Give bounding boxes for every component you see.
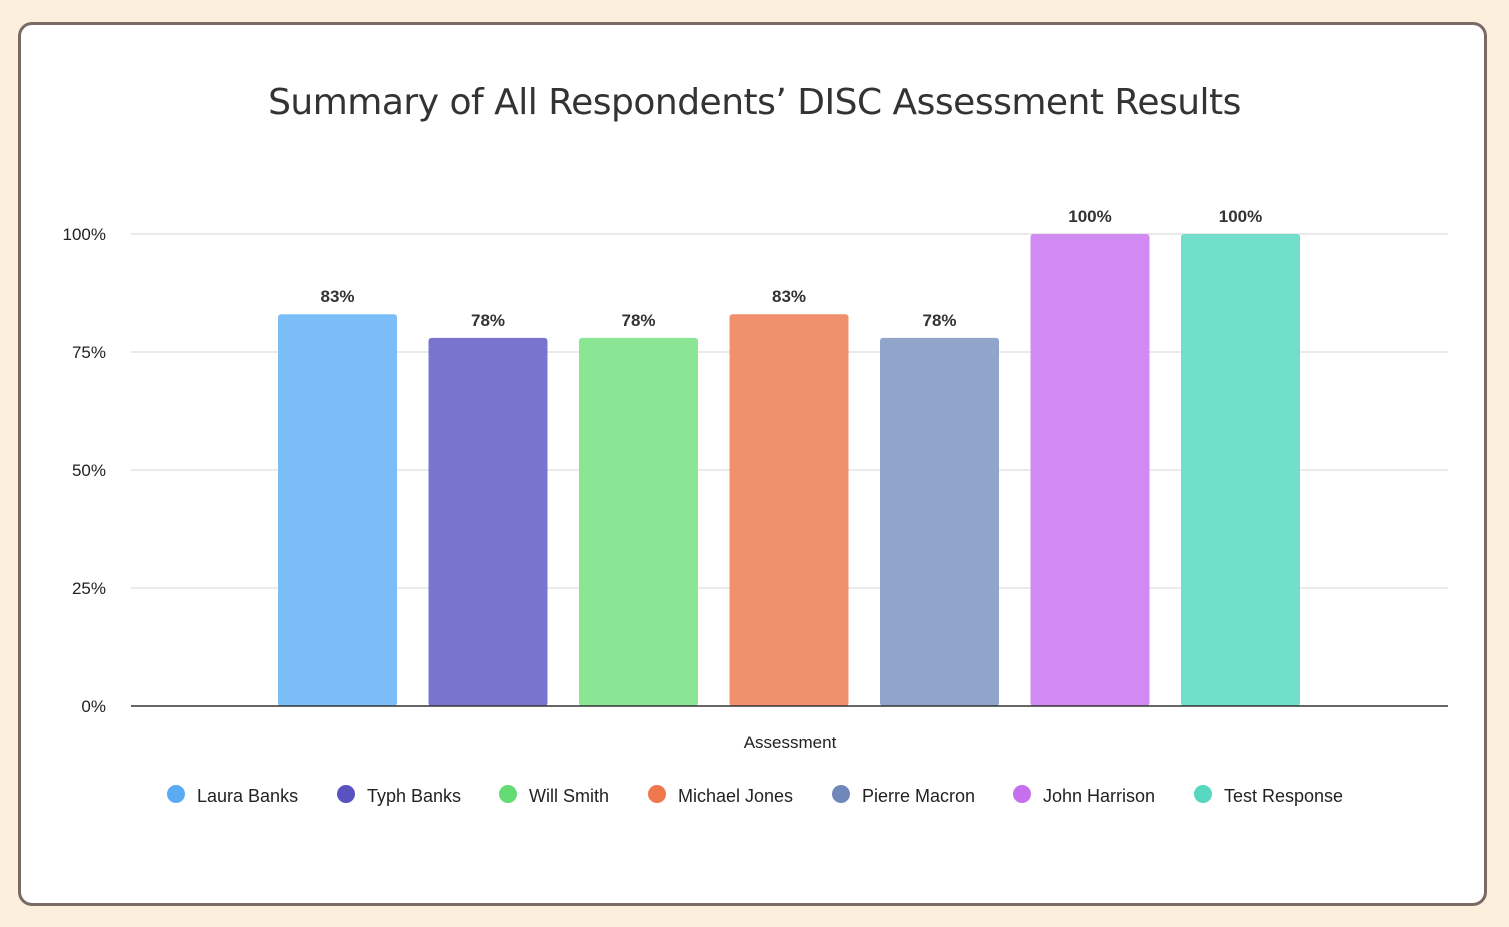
bar-typh-banks	[428, 337, 548, 706]
legend-item-will-smith[interactable]: Will Smith	[499, 785, 609, 806]
legend-swatch	[499, 785, 517, 803]
y-tick-label: 50%	[72, 461, 106, 480]
legend-item-john-harrison[interactable]: John Harrison	[1013, 785, 1155, 806]
legend-swatch	[1194, 785, 1212, 803]
data-label: 100%	[1219, 207, 1262, 226]
y-tick-label: 75%	[72, 343, 106, 362]
y-axis-ticks: 0% 25% 50% 75% 100%	[63, 225, 106, 716]
data-label: 83%	[772, 287, 806, 306]
bars	[278, 234, 1300, 706]
bar-laura-banks	[278, 314, 397, 706]
legend-label: Test Response	[1224, 786, 1343, 806]
y-tick-label: 25%	[72, 579, 106, 598]
data-label: 100%	[1068, 207, 1111, 226]
legend-label: John Harrison	[1043, 786, 1155, 806]
chart-title: Summary of All Respondents’ DISC Assessm…	[268, 82, 1241, 123]
bar-test-response	[1181, 234, 1300, 706]
legend-label: Laura Banks	[197, 786, 298, 806]
bar-will-smith	[579, 337, 698, 706]
y-tick-label: 0%	[81, 697, 106, 716]
legend-item-test-response[interactable]: Test Response	[1194, 785, 1343, 806]
legend-label: Will Smith	[529, 786, 609, 806]
legend-swatch	[648, 785, 666, 803]
legend: Laura Banks Typh Banks Will Smith Michael J…	[167, 785, 1343, 806]
legend-item-typh-banks[interactable]: Typh Banks	[337, 785, 461, 806]
y-tick-label: 100%	[63, 225, 106, 244]
legend-item-michael-jones[interactable]: Michael Jones	[648, 785, 793, 806]
bar-pierre-macron	[880, 337, 999, 706]
legend-item-laura-banks[interactable]: Laura Banks	[167, 785, 298, 806]
legend-item-pierre-macron[interactable]: Pierre Macron	[832, 785, 975, 806]
data-label: 78%	[621, 311, 655, 330]
legend-swatch	[167, 785, 185, 803]
legend-swatch	[1013, 785, 1031, 803]
legend-label: Michael Jones	[678, 786, 793, 806]
data-label: 78%	[922, 311, 956, 330]
bar-michael-jones	[729, 314, 849, 706]
bar-john-harrison	[1030, 234, 1150, 706]
legend-label: Typh Banks	[367, 786, 461, 806]
legend-swatch	[337, 785, 355, 803]
legend-label: Pierre Macron	[862, 786, 975, 806]
x-axis-label: Assessment	[744, 733, 837, 752]
legend-swatch	[832, 785, 850, 803]
data-label: 78%	[471, 311, 505, 330]
data-labels: 83% 78% 78% 83% 78% 100% 100%	[320, 207, 1262, 330]
data-label: 83%	[320, 287, 354, 306]
